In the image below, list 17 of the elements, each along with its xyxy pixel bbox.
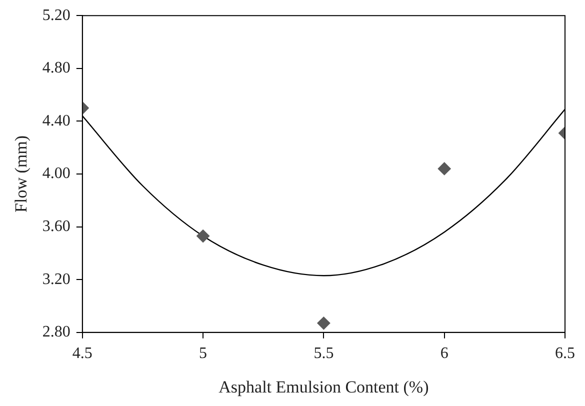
- x-tick-label: 5: [199, 345, 208, 362]
- y-axis-title: Flow (mm): [12, 136, 31, 212]
- x-tick-label: 6.5: [555, 345, 575, 362]
- y-tick-label: 3.20: [42, 270, 70, 288]
- y-tick-label: 5.20: [42, 6, 70, 24]
- point: [196, 230, 210, 243]
- y-tick-label: 2.80: [42, 324, 70, 341]
- y-tick-label: 3.60: [42, 218, 70, 236]
- x-axis-title: Asphalt Emulsion Content (%): [218, 377, 429, 396]
- point: [317, 316, 330, 330]
- y-tick-label: 4.40: [42, 112, 70, 130]
- y-tick-label: 4.80: [42, 60, 70, 77]
- y-tick-label: 4.00: [42, 165, 70, 182]
- x-tick-label: 5.5: [314, 345, 334, 362]
- point: [438, 162, 451, 176]
- x-tick-label: 6: [440, 345, 448, 362]
- x-tick-label: 4.5: [72, 345, 92, 362]
